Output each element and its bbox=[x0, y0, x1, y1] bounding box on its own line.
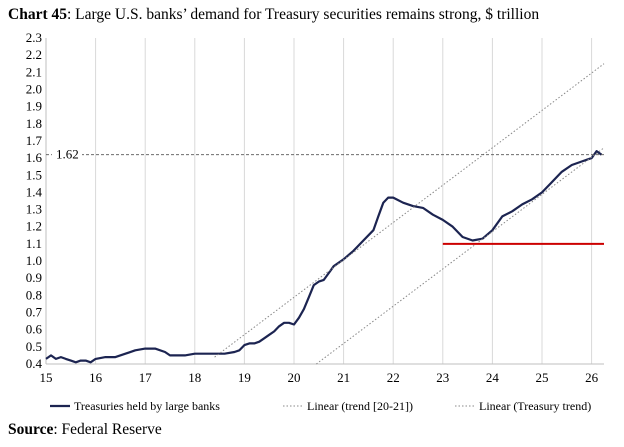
x-tick-label: 16 bbox=[89, 370, 103, 385]
y-tick-label: 0.8 bbox=[26, 287, 42, 302]
y-tick-label: 1.1 bbox=[26, 236, 42, 251]
x-tick-label: 21 bbox=[337, 370, 350, 385]
x-tick-label: 15 bbox=[40, 370, 53, 385]
y-tick-label: 1.7 bbox=[26, 133, 43, 148]
source-text: : Federal Reserve bbox=[53, 421, 162, 438]
legend-label-0: Treasuries held by large banks bbox=[74, 399, 220, 413]
y-tick-label: 2.1 bbox=[26, 64, 42, 79]
y-tick-label: 0.9 bbox=[26, 270, 42, 285]
x-tick-label: 22 bbox=[387, 370, 400, 385]
chart-title-text: : Large U.S. banks’ demand for Treasury … bbox=[66, 6, 540, 23]
x-tick-label: 20 bbox=[288, 370, 301, 385]
chart-title-prefix: Chart 45 bbox=[8, 6, 67, 23]
y-tick-label: 2.3 bbox=[26, 30, 42, 45]
y-tick-label: 0.6 bbox=[26, 322, 43, 337]
x-tick-label: 25 bbox=[536, 370, 549, 385]
x-tick-label: 19 bbox=[238, 370, 251, 385]
x-tick-label: 24 bbox=[486, 370, 500, 385]
chart-title: Chart 45: Large U.S. banks’ demand for T… bbox=[8, 6, 539, 24]
y-tick-label: 2.0 bbox=[26, 81, 42, 96]
legend: Treasuries held by large banks Linear (tr… bbox=[50, 399, 591, 413]
grid-lines bbox=[95, 38, 593, 364]
x-tick-label: 17 bbox=[139, 370, 153, 385]
x-tick-label: 26 bbox=[585, 370, 599, 385]
legend-label-1: Linear (trend [20-21]) bbox=[307, 399, 413, 413]
series-layer bbox=[45, 63, 605, 365]
y-tick-label: 1.3 bbox=[26, 202, 42, 217]
x-tick-label: 23 bbox=[436, 370, 449, 385]
y-tick-label: 1.0 bbox=[26, 253, 42, 268]
axes: 15 16 17 18 19 20 21 22 23 24 25 26 0.4 0.5 0.6 0.7 0.8 0… bbox=[26, 30, 604, 385]
y-tick-label: 0.7 bbox=[26, 305, 43, 320]
y-tick-label: 2.2 bbox=[26, 47, 42, 62]
series-line bbox=[45, 150, 603, 364]
y-tick-label: 1.8 bbox=[26, 116, 42, 131]
legend-label-2: Linear (Treasury trend) bbox=[479, 399, 591, 413]
source-prefix: Source bbox=[8, 421, 54, 438]
y-tick-label: 0.5 bbox=[26, 339, 42, 354]
trend-line-1 bbox=[214, 63, 605, 358]
y-tick-label: 1.2 bbox=[26, 219, 42, 234]
x-tick-label: 18 bbox=[188, 370, 201, 385]
y-tick-label: 1.4 bbox=[26, 184, 43, 199]
annotations: 1.62 bbox=[46, 146, 604, 245]
y-tick-label: 1.9 bbox=[26, 99, 42, 114]
y-tick-label: 0.4 bbox=[26, 356, 43, 371]
source-note: Source: Federal Reserve bbox=[8, 421, 162, 439]
level-label: 1.62 bbox=[56, 147, 79, 162]
level-label-bg bbox=[52, 146, 82, 162]
y-tick-label: 1.5 bbox=[26, 167, 42, 182]
trend-line-2 bbox=[315, 147, 605, 365]
y-tick-label: 1.6 bbox=[26, 150, 43, 165]
